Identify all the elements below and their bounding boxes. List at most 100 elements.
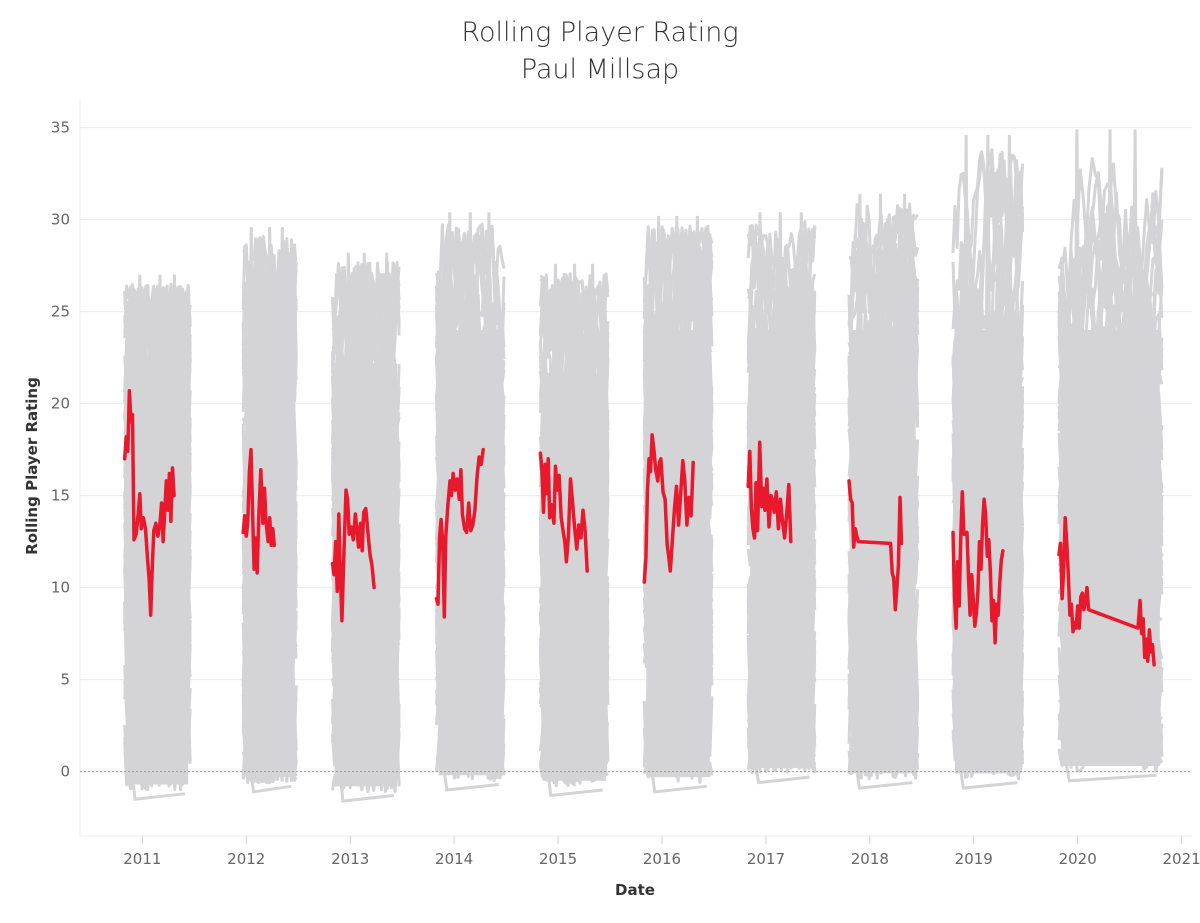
series-line-paul-millsap bbox=[847, 479, 904, 612]
background-player-line bbox=[123, 641, 192, 788]
background-peak-line bbox=[776, 212, 784, 404]
series-line-paul-millsap bbox=[434, 447, 485, 619]
x-tick-label: 2013 bbox=[331, 850, 369, 868]
background-peak-line bbox=[247, 226, 255, 404]
background-peak-line bbox=[1005, 134, 1013, 404]
background-player-line bbox=[847, 467, 920, 755]
background-player-line bbox=[847, 523, 920, 780]
background-player-line bbox=[1057, 291, 1164, 645]
background-peak-line bbox=[797, 212, 805, 404]
season-band bbox=[847, 193, 920, 790]
background-peak-line bbox=[655, 215, 663, 404]
season-band bbox=[123, 274, 192, 801]
y-tick-label: 0 bbox=[60, 763, 70, 781]
highlight-series bbox=[122, 388, 1156, 667]
background-peak-line bbox=[856, 193, 864, 404]
background-player-line bbox=[435, 648, 506, 781]
background-trough-line bbox=[852, 752, 913, 790]
x-tick-label: 2015 bbox=[539, 850, 577, 868]
background-peak-line bbox=[485, 212, 493, 404]
background-player-line bbox=[241, 500, 298, 785]
background-trough-line bbox=[336, 753, 395, 803]
background-peak-line bbox=[876, 193, 885, 404]
x-tick-label: 2011 bbox=[123, 850, 161, 868]
chart-subtitle: Paul Millsap bbox=[521, 54, 679, 85]
x-tick-label: 2021 bbox=[1163, 850, 1200, 868]
background-trough-line bbox=[956, 752, 1018, 790]
background-peak-line bbox=[900, 193, 909, 404]
background-peak-line bbox=[588, 263, 597, 404]
y-axis-title: Rolling Player Rating bbox=[23, 377, 41, 555]
y-tick-label: 10 bbox=[51, 579, 70, 597]
background-trough-line bbox=[1062, 752, 1157, 783]
series-line-paul-millsap bbox=[538, 451, 589, 573]
background-player-line bbox=[538, 325, 610, 733]
background-trough-line bbox=[246, 753, 292, 794]
y-tick-label: 20 bbox=[51, 395, 70, 413]
background-player-line bbox=[847, 428, 920, 701]
y-tick-label: 5 bbox=[60, 671, 70, 689]
background-player-line bbox=[642, 531, 714, 780]
series-line-paul-millsap bbox=[1057, 515, 1156, 667]
y-axis-ticks: 0 5 10 15 20 25 30 35 bbox=[51, 119, 70, 781]
background-peak-line bbox=[344, 252, 352, 404]
background-peak-line bbox=[571, 263, 579, 404]
background-peak-line bbox=[1131, 129, 1139, 404]
background-player-line bbox=[435, 611, 506, 771]
background-player-line bbox=[331, 380, 401, 739]
y-tick-label: 25 bbox=[51, 303, 70, 321]
background-peak-line bbox=[278, 226, 286, 404]
x-tick-label: 2020 bbox=[1059, 850, 1097, 868]
background-player-lines bbox=[123, 129, 1164, 803]
background-peak-line bbox=[446, 212, 454, 404]
background-peak-line bbox=[156, 274, 164, 404]
season-band bbox=[951, 134, 1025, 790]
series-line-paul-millsap bbox=[241, 447, 277, 575]
series-line-paul-millsap bbox=[746, 440, 793, 544]
background-trough-line bbox=[544, 753, 603, 798]
y-tick-label: 30 bbox=[51, 211, 70, 229]
background-trough-line bbox=[648, 753, 707, 794]
x-tick-label: 2016 bbox=[643, 850, 681, 868]
background-player-line bbox=[435, 436, 506, 705]
background-player-line bbox=[746, 550, 817, 774]
background-peak-line bbox=[756, 212, 764, 404]
y-tick-label: 35 bbox=[51, 119, 70, 137]
background-player-line bbox=[538, 593, 610, 787]
background-peak-line bbox=[266, 226, 274, 404]
season-band bbox=[642, 215, 714, 794]
background-player-line bbox=[123, 284, 192, 472]
season-band bbox=[435, 212, 506, 792]
background-peak-line bbox=[1073, 129, 1081, 404]
background-player-line bbox=[951, 567, 1025, 777]
background-trough-line bbox=[440, 752, 499, 792]
background-player-line bbox=[951, 543, 1025, 778]
y-tick-label: 15 bbox=[51, 487, 70, 505]
background-trough-line bbox=[128, 753, 186, 801]
background-player-line bbox=[123, 435, 192, 647]
background-peak-line bbox=[136, 274, 144, 404]
background-peak-line bbox=[962, 134, 970, 404]
background-player-line bbox=[1057, 584, 1164, 771]
background-peak-line bbox=[360, 252, 368, 404]
series-line-paul-millsap bbox=[642, 433, 695, 584]
background-peak-line bbox=[1106, 129, 1114, 404]
background-player-line bbox=[538, 356, 610, 599]
background-peak-line bbox=[693, 215, 701, 404]
x-tick-label: 2017 bbox=[747, 850, 785, 868]
series-line-paul-millsap bbox=[122, 388, 176, 617]
x-tick-label: 2018 bbox=[851, 850, 889, 868]
background-peak-line bbox=[984, 134, 992, 404]
season-band bbox=[746, 212, 817, 785]
background-trough-line bbox=[751, 752, 810, 785]
background-player-line bbox=[746, 583, 817, 774]
x-tick-label: 2014 bbox=[435, 850, 473, 868]
background-peak-line bbox=[673, 215, 681, 404]
background-peak-line bbox=[170, 274, 178, 404]
x-tick-label: 2019 bbox=[955, 850, 993, 868]
background-player-line bbox=[1058, 472, 1164, 756]
season-band bbox=[538, 263, 610, 798]
x-axis-title: Date bbox=[615, 881, 655, 899]
